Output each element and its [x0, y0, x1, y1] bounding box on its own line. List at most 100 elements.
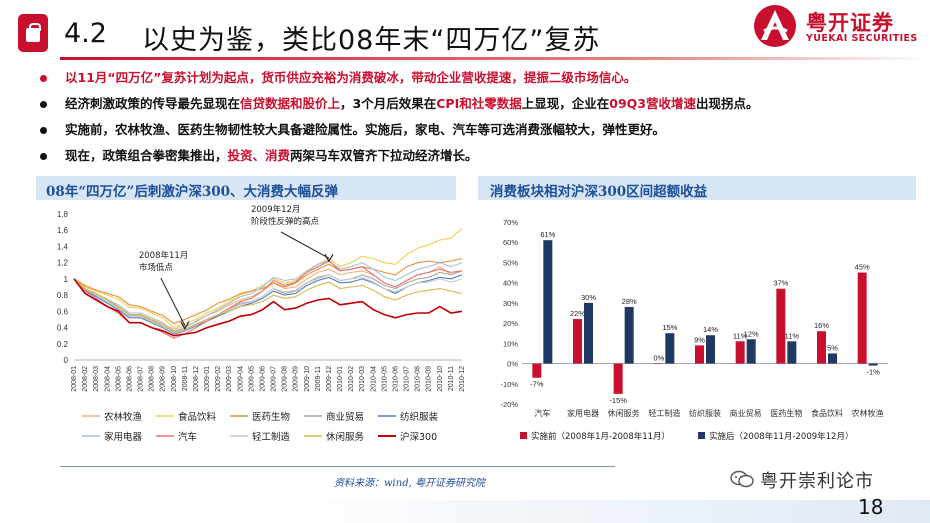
x-tick-label: 2009-01: [204, 366, 211, 392]
bullet-segment: 现在，政策组合拳密集推出，: [65, 148, 228, 163]
annotation-arrow-line: [160, 277, 186, 326]
y-tick-label: 0.2: [57, 340, 69, 349]
x-tick-label: 2008-04: [104, 366, 111, 392]
bar-value-label: 37%: [773, 279, 788, 288]
bar: [787, 341, 797, 364]
bullet-segment: CPI和社零数据: [436, 96, 522, 111]
x-tick-label: 2009-04: [237, 366, 244, 392]
annotation-arrow-line: [280, 231, 330, 259]
x-tick-label: 2009-05: [248, 366, 255, 392]
legend-label: 实施前（2008年1月-2008年11月）: [531, 431, 670, 442]
y-tick-label: 20%: [503, 319, 518, 328]
y-tick-label: 40%: [503, 279, 518, 288]
watermark-text: 粤开崇利论市: [760, 471, 874, 492]
source-note: 资料来源：wind, 粤开证券研究院: [334, 478, 485, 489]
y-tick-label: 1.8: [57, 210, 69, 219]
bar-value-label: 61%: [540, 230, 555, 239]
bar: [706, 335, 715, 364]
x-tick-label: 2009-06: [259, 366, 266, 392]
x-tick-label: 2009-09: [293, 366, 300, 392]
x-tick-label: 2008-11: [182, 366, 189, 391]
yuekai-logo-icon: [754, 5, 796, 47]
wechat-icon: [730, 470, 754, 488]
bar: [817, 331, 826, 364]
logo-en: YUEKAI SECURITIES: [806, 33, 918, 44]
bullet-segment: 投资、消费: [227, 148, 291, 163]
logo-cn: 粤开证券: [806, 11, 894, 35]
bullet-dot: [40, 101, 47, 108]
y-tick-label: 0.8: [57, 291, 69, 300]
x-tick-label: 2008-03: [93, 366, 100, 392]
annotation-label: 阶段性反弹的高点: [251, 216, 320, 227]
x-tick-label: 2009-08: [282, 366, 289, 392]
bar: [543, 240, 553, 364]
annotation-label: 2009年12月: [251, 204, 300, 215]
bullet-dot: [40, 153, 47, 160]
bullet-segment: 以11月“四万亿”复苏计划为起点，货币供应充裕为消费破冰，带动企业营收提速，提振…: [65, 70, 637, 85]
legend-label: 汽车: [178, 431, 197, 443]
series-line: [73, 258, 463, 325]
series-line: [73, 274, 463, 334]
annotation-label: 市场低点: [139, 262, 174, 273]
bar: [584, 302, 593, 364]
bullet-segment: 实施前，农林牧渔、医药生物韧性较大具备避险属性。实施后，家电、汽车等可选消费涨幅…: [65, 122, 666, 137]
bar-value-label: 28%: [622, 297, 637, 306]
x-tick-label: 2010-03: [359, 366, 366, 392]
x-tick-label: 2009-03: [226, 366, 233, 392]
legend-label: 商业贸易: [326, 411, 364, 423]
bullet-segment: 09Q3营收增速: [609, 96, 696, 111]
x-tick-label: 2008-06: [126, 366, 133, 392]
x-tick-label: 2008-07: [138, 366, 145, 392]
legend-swatch: [520, 432, 527, 439]
bullet-segment: ，3个月后效果在: [340, 96, 437, 111]
x-tick-label: 2010-05: [381, 366, 388, 392]
bar-value-label: 11%: [785, 331, 800, 340]
bullet-dot: [40, 75, 47, 82]
bullet-segment: 两架马车双管齐下拉动经济增长。: [290, 148, 478, 163]
bullet-text: 经济刺激政策的传导最先显现在信贷数据和股价上，3个月后效果在CPI和社零数据上显…: [65, 96, 759, 112]
bullet-segment: 经济刺激政策的传导最先显现在: [65, 96, 241, 111]
page-number: 18: [858, 495, 884, 519]
title-divider: [60, 57, 930, 60]
y-tick-label: 30%: [503, 299, 518, 308]
bar: [746, 339, 756, 364]
category-label: 轻工制造: [648, 408, 680, 418]
legend-label: 食品饮料: [178, 411, 217, 423]
x-tick-label: 2009-02: [215, 366, 222, 392]
x-tick-label: 2010-11: [448, 366, 455, 391]
bullet-segment: 上显现，企业在: [521, 96, 610, 111]
footer-bar: [0, 500, 930, 523]
bullet-text: 以11月“四万亿”复苏计划为起点，货币供应充裕为消费破冰，带动企业营收提速，提振…: [65, 70, 636, 86]
category-label: 汽车: [534, 408, 550, 418]
y-tick-label: -20%: [500, 400, 518, 409]
y-tick-label: 0.6: [57, 307, 69, 316]
y-tick-label: 1.4: [57, 242, 69, 251]
category-label: 食品饮料: [811, 408, 843, 418]
bar: [532, 363, 542, 378]
x-tick-label: 2010-10: [437, 366, 444, 392]
bullet-text: 现在，政策组合拳密集推出，投资、消费两架马车双管齐下拉动经济增长。: [65, 148, 478, 164]
x-tick-label: 2010-08: [415, 366, 422, 392]
x-tick-label: 2009-11: [315, 366, 322, 391]
series-line: [73, 278, 463, 333]
x-tick-label: 2009-07: [271, 366, 278, 392]
y-tick-label: 10%: [503, 339, 518, 348]
y-tick-label: 50%: [503, 258, 518, 267]
bar-value-label: 45%: [855, 263, 870, 272]
series-line: [73, 274, 463, 335]
bar-value-label: 14%: [703, 325, 718, 334]
bar: [857, 272, 867, 364]
bar-value-label: 16%: [814, 321, 829, 330]
legend-label: 沪深300: [400, 431, 437, 443]
x-tick-label: 2009-12: [326, 366, 333, 392]
line-chart: 0 0.2 0.4 0.6 0.8 1 1.2 1.4 1.6 1.8 2008-01 2008-02…: [57, 204, 466, 443]
legend-label: 医药生物: [252, 411, 291, 423]
legend-label: 纺织服装: [400, 411, 439, 423]
x-tick-label: 2010-02: [348, 366, 355, 392]
x-tick-label: 2009-10: [304, 366, 311, 392]
x-tick-label: 2008-10: [171, 366, 178, 392]
legend-label: 轻工制造: [252, 431, 291, 443]
bar-value-label: -15%: [609, 396, 627, 405]
bar-value-label: 5%: [827, 343, 838, 352]
category-label: 纺织服装: [689, 408, 721, 418]
